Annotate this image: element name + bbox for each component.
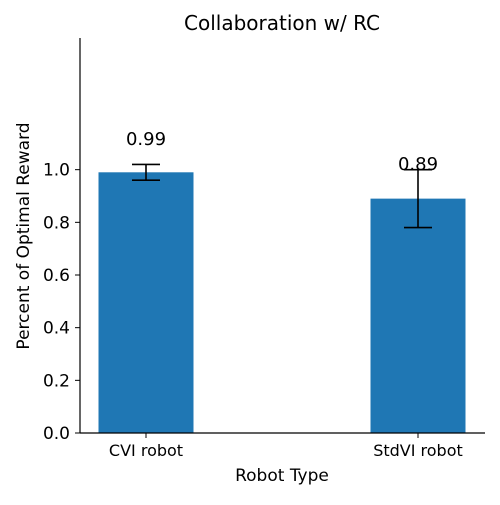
y-tick-label: 0.6 <box>43 266 70 286</box>
error-bar-cvi-robot <box>132 163 160 181</box>
x-tick-label: StdVI robot <box>373 441 463 460</box>
bar-stdvi-robot <box>370 198 466 433</box>
value-labels-layer: 0.99 0.89 <box>126 129 438 175</box>
bar-cvi-robot <box>98 172 194 434</box>
y-tick-label: 1.0 <box>43 161 70 181</box>
y-tick-label: 0.4 <box>43 319 70 339</box>
y-tick-label: 0.0 <box>43 424 70 444</box>
value-label-stdvi-robot: 0.89 <box>398 154 438 175</box>
y-tick-label: 0.8 <box>43 213 70 233</box>
chart-title: Collaboration w/ RC <box>184 11 380 35</box>
bars-layer <box>98 172 466 434</box>
y-axis-label: Percent of Optimal Reward <box>14 122 34 349</box>
y-tick-label: 0.2 <box>43 371 70 391</box>
value-label-cvi-robot: 0.99 <box>126 129 166 150</box>
error-bars-layer <box>132 163 432 229</box>
x-tick-label: CVI robot <box>109 441 183 460</box>
x-axis-ticks: CVI robot StdVI robot <box>109 433 463 460</box>
y-axis-ticks: 0.0 0.2 0.4 0.6 0.8 1.0 <box>43 161 80 444</box>
error-bar-stdvi-robot <box>404 168 432 229</box>
x-axis-label: Robot Type <box>235 466 329 486</box>
